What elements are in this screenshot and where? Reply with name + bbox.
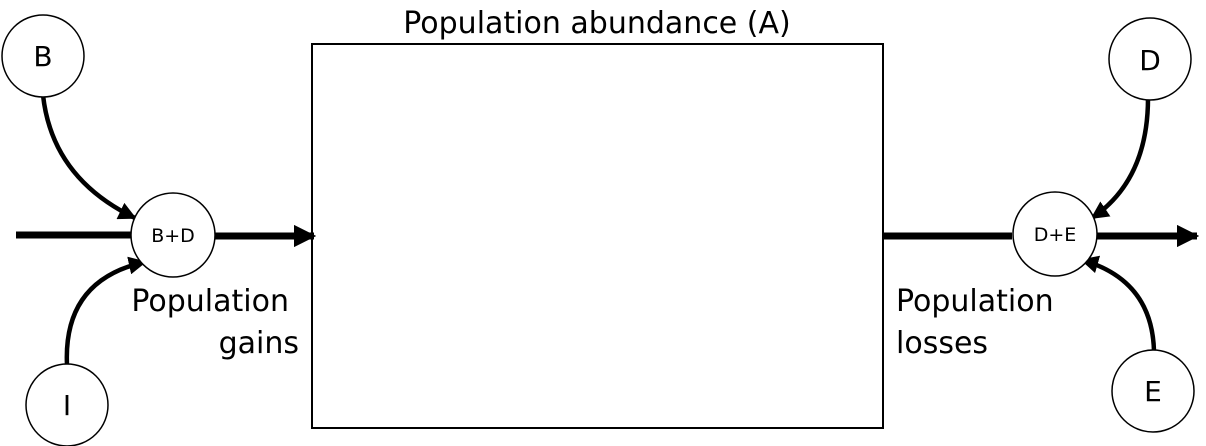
e-to-losses-arrow [1080,255,1157,352]
gains-label-line2: gains [219,326,299,361]
losses-junction: D+E [1012,191,1098,277]
abundance-box [311,43,884,429]
node-d-label: D [1139,44,1161,77]
gains-label-line1: Population [131,284,289,319]
diagram-title: Population abundance (A) [403,6,790,41]
b-to-gains-arrow [40,94,137,221]
losses-label-line1: Population [896,284,1054,319]
node-e-label: E [1144,375,1162,408]
i-to-gains-arrow [64,256,147,366]
node-i-label: I [63,389,71,422]
gains-junction-label: B+D [151,225,195,247]
node-e: E [1111,349,1195,433]
gains-junction: B+D [130,192,216,278]
d-to-losses-arrow [1090,97,1151,220]
losses-junction-label: D+E [1034,224,1077,246]
losses-label-line2: losses [896,326,988,361]
node-b-label: B [33,40,52,73]
node-b: B [1,14,85,98]
node-i: I [25,363,109,446]
node-d: D [1108,17,1192,101]
